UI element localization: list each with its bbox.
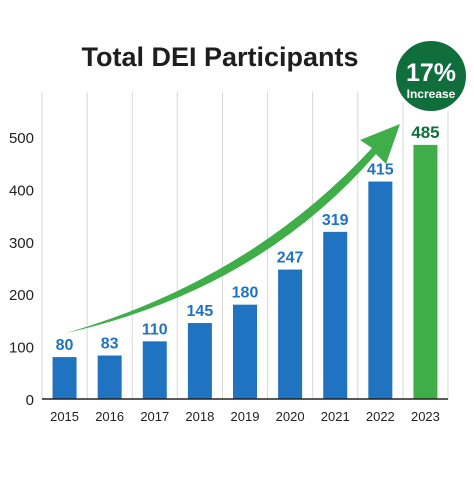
bar-2017: [142, 341, 167, 399]
bar-value-label: 180: [232, 285, 259, 302]
x-tick-label: 2015: [50, 409, 79, 424]
y-tick-label: 0: [26, 392, 34, 409]
x-tick-label: 2022: [366, 409, 395, 424]
x-tick-label: 2018: [185, 409, 214, 424]
y-axis-ticks: 0 100 200 300 400 500: [9, 130, 34, 409]
y-tick-label: 500: [9, 130, 34, 147]
y-tick-label: 400: [9, 182, 34, 199]
bar-value-label: 80: [56, 337, 74, 354]
bar-value-label: 319: [322, 212, 349, 229]
bar-2023: [413, 144, 438, 399]
badge-circle: [392, 37, 470, 115]
y-tick-label: 200: [9, 287, 34, 304]
y-tick-label: 300: [9, 235, 34, 252]
bar-2019: [233, 304, 257, 399]
x-tick-label: 2016: [95, 409, 124, 424]
bars: [52, 144, 438, 399]
y-tick-label: 100: [9, 340, 34, 357]
bar-value-label: 415: [367, 162, 394, 179]
bar-value-label: 83: [101, 336, 119, 353]
bar-value-label: 145: [187, 303, 214, 320]
bar-2021: [323, 231, 348, 399]
x-tick-label: 2023: [411, 409, 440, 424]
bar-2015: [52, 357, 77, 399]
badge-label: Increase: [407, 87, 456, 101]
bar-value-labels: 80 83 110 145 180 247 319 415 485: [56, 123, 440, 354]
badge-value: 17%: [406, 59, 456, 87]
bar-2022: [368, 181, 393, 399]
bar-value-label: 485: [411, 123, 439, 142]
chart-title: Total DEI Participants: [81, 42, 358, 72]
bar-2018: [187, 323, 212, 399]
x-tick-label: 2020: [276, 409, 305, 424]
x-tick-label: 2021: [321, 409, 350, 424]
increase-badge: 17% Increase: [392, 37, 470, 115]
x-axis-ticks: 2015 2016 2017 2018 2019 2020 2021 2022 2023: [50, 409, 440, 424]
bar-value-label: 110: [142, 321, 168, 338]
bar-2016: [97, 355, 122, 399]
x-tick-label: 2017: [140, 409, 169, 424]
bar-value-label: 247: [277, 250, 304, 267]
bar-2020: [278, 269, 303, 399]
x-tick-label: 2019: [231, 409, 260, 424]
